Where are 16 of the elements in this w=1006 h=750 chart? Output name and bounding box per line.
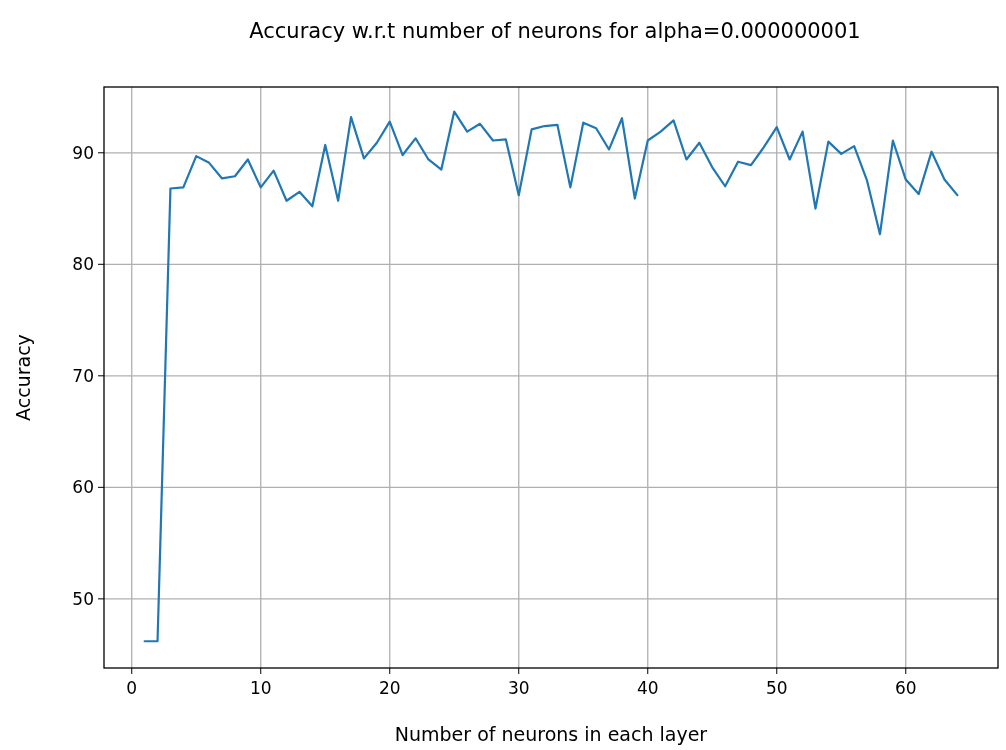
y-tick-label: 50 [72,588,94,609]
chart-title: Accuracy w.r.t number of neurons for alpha=0.000000001 [249,19,861,43]
x-tick-label: 10 [249,678,272,698]
x-tick-label: 50 [765,678,788,698]
y-tick-label: 90 [72,142,94,163]
y-tick-label: 70 [72,365,94,386]
x-tick-label: 60 [894,678,917,698]
y-tick-label: 60 [72,477,94,498]
x-tick-label: 30 [507,678,530,698]
y-tick-label: 80 [72,254,94,275]
line-series [143,110,959,643]
x-tick-label: 0 [126,678,138,698]
x-tick-label: 40 [636,678,659,698]
y-axis-title: Accuracy [12,334,34,421]
x-axis-title: Number of neurons in each layer [394,723,708,745]
x-tick-label: 20 [378,678,401,698]
